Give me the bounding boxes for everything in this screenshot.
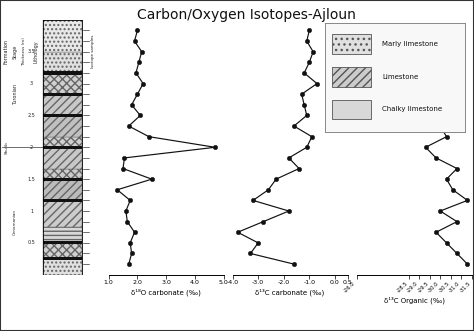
Bar xyxy=(43,116,82,137)
Text: Marly limestone: Marly limestone xyxy=(382,41,438,47)
Text: Cenomanian: Cenomanian xyxy=(13,209,17,235)
Text: Carbon/Oxygen Isotopes-Ajloun: Carbon/Oxygen Isotopes-Ajloun xyxy=(137,8,356,22)
X-axis label: δ¹³C Organic (‰): δ¹³C Organic (‰) xyxy=(383,296,445,304)
Bar xyxy=(43,241,82,245)
Text: Stage: Stage xyxy=(12,45,18,59)
X-axis label: δ¹⁸O carbonate (‰): δ¹⁸O carbonate (‰) xyxy=(131,288,201,296)
Bar xyxy=(43,243,82,259)
Bar xyxy=(332,100,371,119)
Bar xyxy=(332,34,371,54)
Text: 2.5: 2.5 xyxy=(27,113,36,118)
Text: 1.5: 1.5 xyxy=(27,177,36,182)
Bar xyxy=(43,137,82,147)
Bar xyxy=(43,179,82,200)
Text: Isotope samples: Isotope samples xyxy=(91,35,95,69)
Bar xyxy=(43,259,82,275)
Text: Limestone: Limestone xyxy=(382,74,418,80)
Text: 3.5: 3.5 xyxy=(27,49,36,54)
Text: Shu'ib: Shu'ib xyxy=(4,141,8,154)
Text: 1: 1 xyxy=(30,209,33,213)
Text: Turonian: Turonian xyxy=(12,84,18,105)
Bar xyxy=(43,177,82,181)
Text: 3: 3 xyxy=(30,81,33,86)
Bar xyxy=(43,168,82,179)
Text: Thickness (m): Thickness (m) xyxy=(22,37,26,66)
Bar xyxy=(43,227,82,243)
Bar xyxy=(43,94,82,116)
Text: 2: 2 xyxy=(30,145,33,150)
X-axis label: δ¹³C carbonate (‰): δ¹³C carbonate (‰) xyxy=(255,288,325,296)
Bar xyxy=(43,199,82,202)
Bar xyxy=(43,200,82,227)
Bar xyxy=(43,146,82,149)
Bar xyxy=(332,67,371,86)
Bar xyxy=(43,257,82,260)
Bar xyxy=(43,52,82,73)
Bar xyxy=(43,73,82,94)
Bar xyxy=(43,147,82,168)
Bar xyxy=(43,20,82,52)
Bar xyxy=(43,114,82,117)
Text: 0.5: 0.5 xyxy=(27,240,36,245)
Bar xyxy=(43,71,82,74)
Text: Formation: Formation xyxy=(4,39,9,64)
Text: Lithology: Lithology xyxy=(34,40,39,63)
Bar xyxy=(43,93,82,96)
Text: Chalky limestone: Chalky limestone xyxy=(382,107,442,113)
